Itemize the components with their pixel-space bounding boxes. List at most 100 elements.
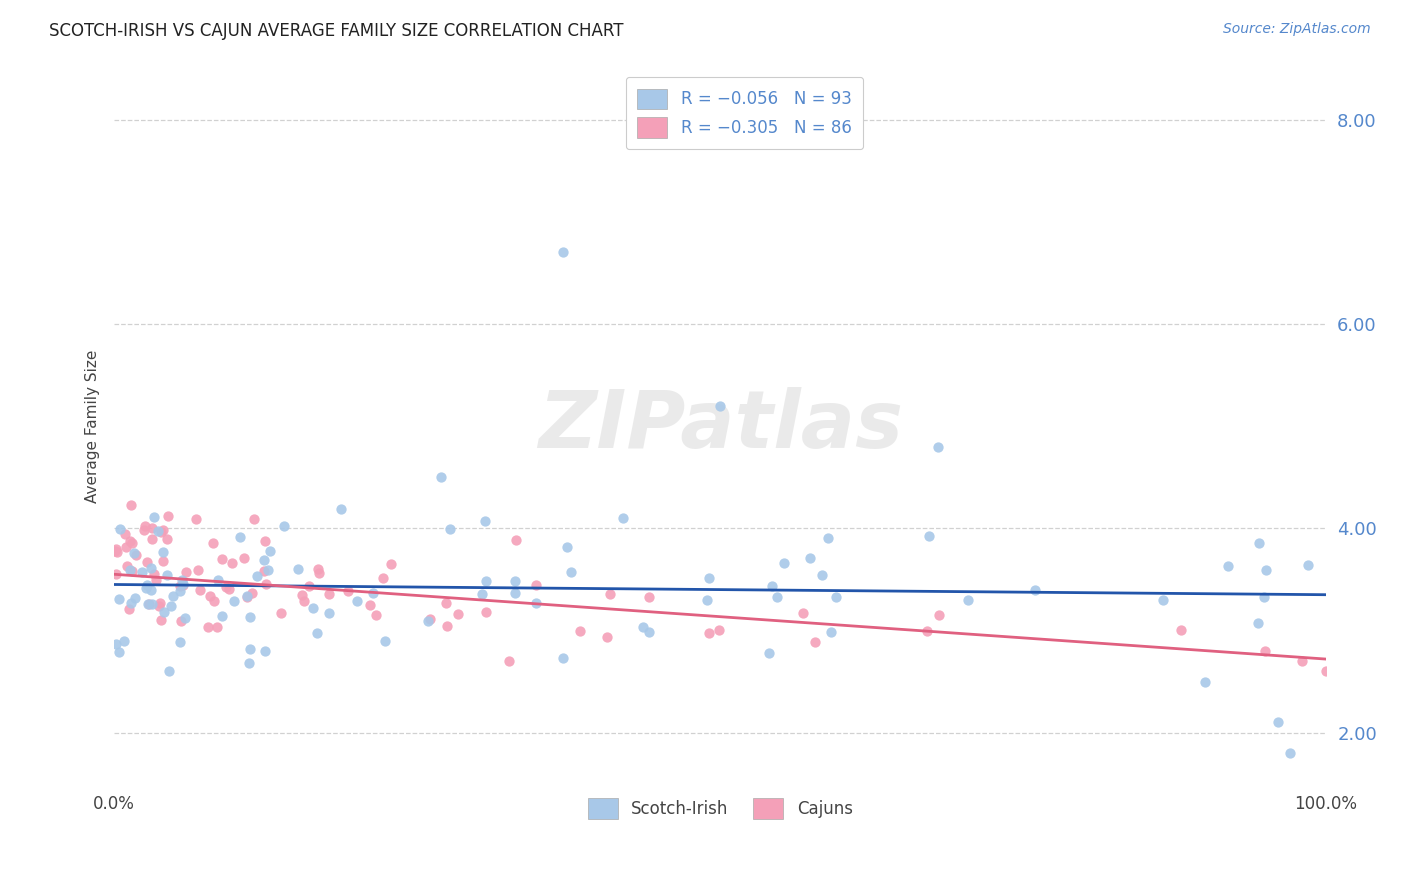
Point [118,563,141,577]
Point [172,577,194,591]
Point [307,625,329,640]
Point [792,606,814,620]
Point [118,602,141,616]
Point [122,546,145,560]
Point [292,594,315,608]
Point [104,541,127,556]
Point [215,580,238,594]
Point [697,625,720,640]
Point [346,593,368,607]
Point [232,551,254,566]
Point [918,529,941,543]
Point [253,552,276,566]
Point [505,533,527,547]
Point [169,614,191,628]
Point [270,607,292,621]
Point [318,607,340,621]
Point [169,584,191,599]
Point [143,510,166,524]
Point [162,589,184,603]
Point [242,512,264,526]
Text: SCOTCH-IRISH VS CAJUN AVERAGE FAMILY SIZE CORRELATION CHART: SCOTCH-IRISH VS CAJUN AVERAGE FAMILY SIZ… [49,22,624,40]
Point [120,597,142,611]
Point [108,522,131,536]
Point [475,605,498,619]
Point [825,591,848,605]
Point [1296,558,1319,573]
Point [1278,746,1301,760]
Point [1024,582,1046,597]
Point [114,540,136,554]
Point [696,592,718,607]
Point [197,620,219,634]
Point [915,624,938,639]
Point [817,531,839,545]
Point [553,650,575,665]
Point [152,554,174,568]
Point [174,611,197,625]
Point [211,609,233,624]
Point [246,569,269,583]
Point [956,593,979,607]
Point [229,530,252,544]
Point [139,582,162,597]
Point [631,620,654,634]
Point [104,543,127,558]
Point [1152,593,1174,607]
Point [141,532,163,546]
Point [118,534,141,549]
Point [1254,644,1277,658]
Point [308,566,330,580]
Point [364,607,387,622]
Point [141,521,163,535]
Point [766,590,789,604]
Point [236,590,259,604]
Point [169,579,191,593]
Point [174,565,197,579]
Point [170,573,193,587]
Point [152,605,174,619]
Point [1291,654,1313,668]
Point [447,607,470,622]
Point [927,440,949,454]
Point [152,545,174,559]
Point [503,574,526,588]
Point [568,624,591,638]
Point [380,558,402,572]
Point [697,571,720,585]
Point [124,591,146,606]
Point [240,585,263,599]
Point [799,550,821,565]
Point [222,594,245,608]
Point [434,597,457,611]
Point [239,609,262,624]
Point [160,599,183,614]
Point [136,578,159,592]
Point [204,594,226,608]
Point [156,532,179,546]
Point [138,597,160,611]
Point [1253,590,1275,604]
Point [773,557,796,571]
Point [120,498,142,512]
Point [253,643,276,657]
Point [211,552,233,566]
Point [143,566,166,581]
Point [112,634,135,648]
Point [416,615,439,629]
Point [221,557,243,571]
Point [238,657,260,671]
Point [638,625,661,640]
Point [436,618,458,632]
Legend: Scotch-Irish, Cajuns: Scotch-Irish, Cajuns [581,792,859,825]
Point [105,545,128,559]
Point [471,587,494,601]
Y-axis label: Average Family Size: Average Family Size [86,350,100,503]
Point [1247,615,1270,630]
Point [928,608,950,623]
Point [329,502,352,516]
Point [430,470,453,484]
Point [152,524,174,538]
Point [359,599,381,613]
Point [172,577,194,591]
